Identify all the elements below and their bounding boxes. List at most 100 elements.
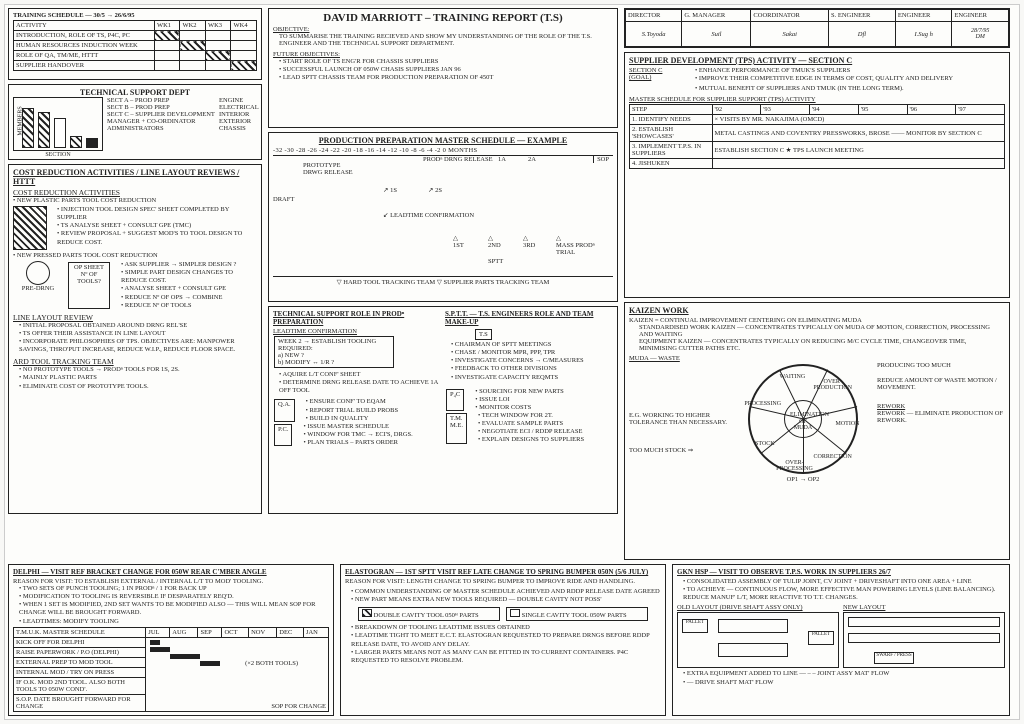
tsd-panel: TECHNICAL SUPPORT DEPT MEMBERS SECTION S…	[8, 84, 262, 160]
httt-list: NO PROTOTYPE TOOLS → PRODⁿ TOOLS FOR 1S,…	[13, 366, 257, 390]
lbl-draft: DRAFT	[273, 196, 294, 203]
gf1: — DRIVE SHAFT MAT' FLOW	[683, 679, 1005, 687]
spec-sheet-icon	[13, 206, 47, 250]
sg2: Sakai	[751, 22, 829, 47]
sg3: Dfl	[829, 22, 896, 47]
gp1: TO ACHIEVE — CONTINUOUS FLOW, MORE EFFEC…	[683, 586, 1005, 602]
dr2: EXTERNAL PREP TO MOD TOOL	[14, 657, 146, 667]
ops1: Nº OF	[81, 271, 98, 278]
tm2: NEGOTIATE ECI / RDDP RELEASE	[478, 428, 613, 436]
lcb0: WEEK 2 → ESTABLISH TOOLING REQUIRED:	[278, 338, 390, 352]
sg5: DM	[976, 34, 985, 40]
dm2: SEP	[198, 627, 222, 637]
pps-months: -32 -30 -28 -26 -24 -22 -20 -18 -16 -14 …	[273, 147, 613, 156]
lc-box: WEEK 2 → ESTABLISH TOOLING REQUIRED: a) …	[274, 336, 394, 368]
lbl-2s: 2S	[435, 187, 442, 194]
training-schedule-table: ACTIVITY WK1 WK2 WK3 WK4 INTRODUCTION, R…	[13, 20, 257, 71]
ops2: TOOLS?	[77, 278, 101, 285]
p4c1: ISSUE LOI	[475, 396, 613, 404]
lbl-2a: 2A	[528, 156, 536, 163]
ep0: COMMON UNDERSTANDING OF MASTER SCHEDULE …	[351, 588, 661, 596]
row3: ROLE OF QA, TM/ME, HTTT	[14, 51, 155, 61]
lbl-sptt: SPTT	[488, 258, 503, 265]
ts3: FEEDBACK TO OTHER DIVISIONS	[451, 365, 613, 373]
training-schedule-panel: TRAINING SCHEDULE — 30/5 → 26/6/95 ACTIV…	[8, 8, 262, 80]
dn1: (×2 BOTH TOOLS)	[245, 660, 298, 667]
leg-e: ADMINISTRATORS	[107, 125, 215, 132]
eba: DOUBLE CAVITY TOOL 050ᴴ PARTS	[374, 612, 479, 619]
g0: ENHANCE PERFORMANCE OF TMUK'S SUPPLIERS	[695, 67, 1005, 75]
seg1: MOTION	[823, 421, 873, 427]
f1: SUCCESSFUL LAUNCH OF 050W CHASIS SUPPLIE…	[279, 66, 613, 74]
ht0: NO PROTOTYPE TOOLS → PRODⁿ TOOLS FOR 1S,…	[19, 366, 257, 374]
col-wk1: WK1	[154, 21, 180, 31]
seg3: OVER-PROCESSING	[770, 460, 820, 472]
kz-mudah: MUDA — WASTE	[629, 355, 1005, 362]
leg-b: SECT B – PROD PREP	[107, 104, 215, 111]
lbl-1a: 1A	[498, 156, 506, 163]
col-wk4: WK4	[231, 21, 257, 31]
ep21: LEADTIME TIGHT TO MEET E.C.T. ELASTOGRAN…	[351, 632, 661, 648]
lbl-1st: 1ST	[453, 242, 464, 249]
report-obj: TO SUMMARISE THE TRAINING RECIEVED AND S…	[273, 33, 613, 47]
gkn-panel: GKN HSP — VISIT TO OBSERVE T.P.S. WORK I…	[672, 564, 1010, 716]
ep20: BREAKDOWN OF TOOLING LEADTIME ISSUES OBT…	[351, 624, 661, 632]
llr-list: INITIAL PROPOSAL OBTAINED AROUND DRNG RE…	[13, 322, 257, 355]
lbl-prod: PRODⁿ DRNG RELEASE	[423, 156, 493, 163]
cost-sub2: LINE LAYOUT REVIEW	[13, 313, 257, 322]
ts0: CHAIRMAN OF SPTT MEETINGS	[451, 341, 613, 349]
ks5: OP1 → OP2	[733, 476, 873, 483]
dl-title: DELPHI — VISIT REF BRACKET CHANGE FOR 05…	[13, 568, 329, 576]
seg5: PROCESSING	[738, 401, 788, 407]
cost-box2r: ASK SUPPLIER → SIMPLER DESIGN ? SIMPLE P…	[115, 261, 257, 310]
ks4: E.G. WORKING TO HIGHER TOLERANCE THAN NE…	[629, 412, 729, 426]
lbl-proto: PROTOTYPE DRWG RELEASE	[303, 162, 353, 176]
col-wk3: WK3	[205, 21, 231, 31]
y4: '96	[907, 105, 956, 115]
elasto-panel: ELASTOGRAN — 1ST SPTT VISIT REF LATE CHA…	[340, 564, 666, 716]
gkn-new: NEW LAYOUT	[843, 604, 1005, 611]
seg4: STOCK	[740, 441, 790, 447]
dp2: WHEN 1 SET IS MODIFIED, 2ND SET WANTS TO…	[19, 601, 329, 617]
roleL-title: TECHNICAL SUPPORT ROLE IN PRODⁿ PREPARAT…	[273, 310, 441, 326]
y2: '94	[810, 105, 859, 115]
b2-1: SIMPLE PART DESIGN CHANGES TO REDUCE COS…	[121, 269, 257, 285]
sig-panel: DIRECTOR G. MANAGER COORDINATOR S. ENGIN…	[624, 8, 1010, 48]
tsd-legend: SECT A – PROD PREP SECT B – PROD PREP SE…	[107, 97, 215, 151]
row2: HUMAN RESOURCES INDUCTION WEEK	[14, 41, 155, 51]
tsd-side: ENGINE ELECTRICAL INTERIOR EXTERIOR CHAS…	[219, 97, 257, 151]
ts1: CHASE / MONITOR MPR, PPP, TPR	[451, 349, 613, 357]
b1-0: INJECTION TOOL DESIGN SPEC' SHEET COMPLE…	[57, 206, 257, 222]
training-schedule-title: TRAINING SCHEDULE — 30/5 → 26/6/95	[13, 12, 257, 19]
qa2: BUILD IN QUALITY	[306, 415, 441, 423]
dn2: SOP FOR CHANGE	[271, 703, 326, 710]
tsd-title: TECHNICAL SUPPORT DEPT	[13, 88, 257, 97]
st3: 4. JISHUKEN	[630, 159, 713, 169]
tsd-chart: MEMBERS SECTION	[13, 97, 103, 151]
ks2: REWORK — ELIMINATE PRODUCTION OF REWORK.	[877, 410, 1005, 424]
seg0: OVER-PRODUCTION	[808, 379, 858, 391]
kaizen-panel: KAIZEN WORK KAIZEN = CONTINUAL IMPROVEME…	[624, 302, 1010, 560]
new-layout-diagram: SWARF / PRESS	[843, 612, 1005, 668]
ts2: INVESTIGATE CONCERNS → C/MEASURES	[451, 357, 613, 365]
fut-list: START ROLE OF TS ENG'R FOR CHASSIS SUPPL…	[273, 58, 613, 82]
ts4: INVESTIGATE CAPACITY REQMTS	[451, 374, 613, 382]
opsheet-box: OP SHEET Nº OF TOOLS?	[68, 262, 110, 309]
qa0: ENSURE CONF' TO EQAM	[306, 398, 441, 406]
sh4: ENGINEER	[895, 10, 952, 22]
dp1: MODIFICATION TO TOOLING IS REVERSIBLE IF…	[19, 593, 329, 601]
lcn1: DETERMINE DRNG RELEASE DATE TO ACHIEVE 1…	[279, 379, 441, 395]
delphi-panel: DELPHI — VISIT REF BRACKET CHANGE FOR 05…	[8, 564, 334, 716]
sg4: I.Sug h	[895, 22, 952, 47]
tm0: TECH WINDOW FOR 2T.	[478, 412, 613, 420]
ks1: REDUCE AMOUNT OF WASTE MOTION / MOVEMENT…	[877, 377, 1005, 391]
cost-panel: COST REDUCTION ACTIVITIES / LINE LAYOUT …	[8, 164, 262, 514]
pps-diagram: DRAFT PROTOTYPE DRWG RELEASE PRODⁿ DRNG …	[273, 156, 613, 276]
lbl-1s: 1S	[390, 187, 397, 194]
report-panel: DAVID MARRIOTT – TRAINING REPORT (T.S) O…	[268, 8, 618, 128]
sg0: S.Toyoda	[626, 22, 682, 47]
cost-sub3: ARD TOOL TRACKING TEAM	[13, 357, 257, 366]
ep22: LARGER PARTS MEANS NOT AS MANY CAN BE FI…	[351, 649, 661, 665]
sdev-table: STEP '92 '93 '94 '95 '96 '97 1. IDENTIFY…	[629, 104, 1005, 169]
b2-4: REDUCE Nº OF TOOLS	[121, 302, 257, 310]
